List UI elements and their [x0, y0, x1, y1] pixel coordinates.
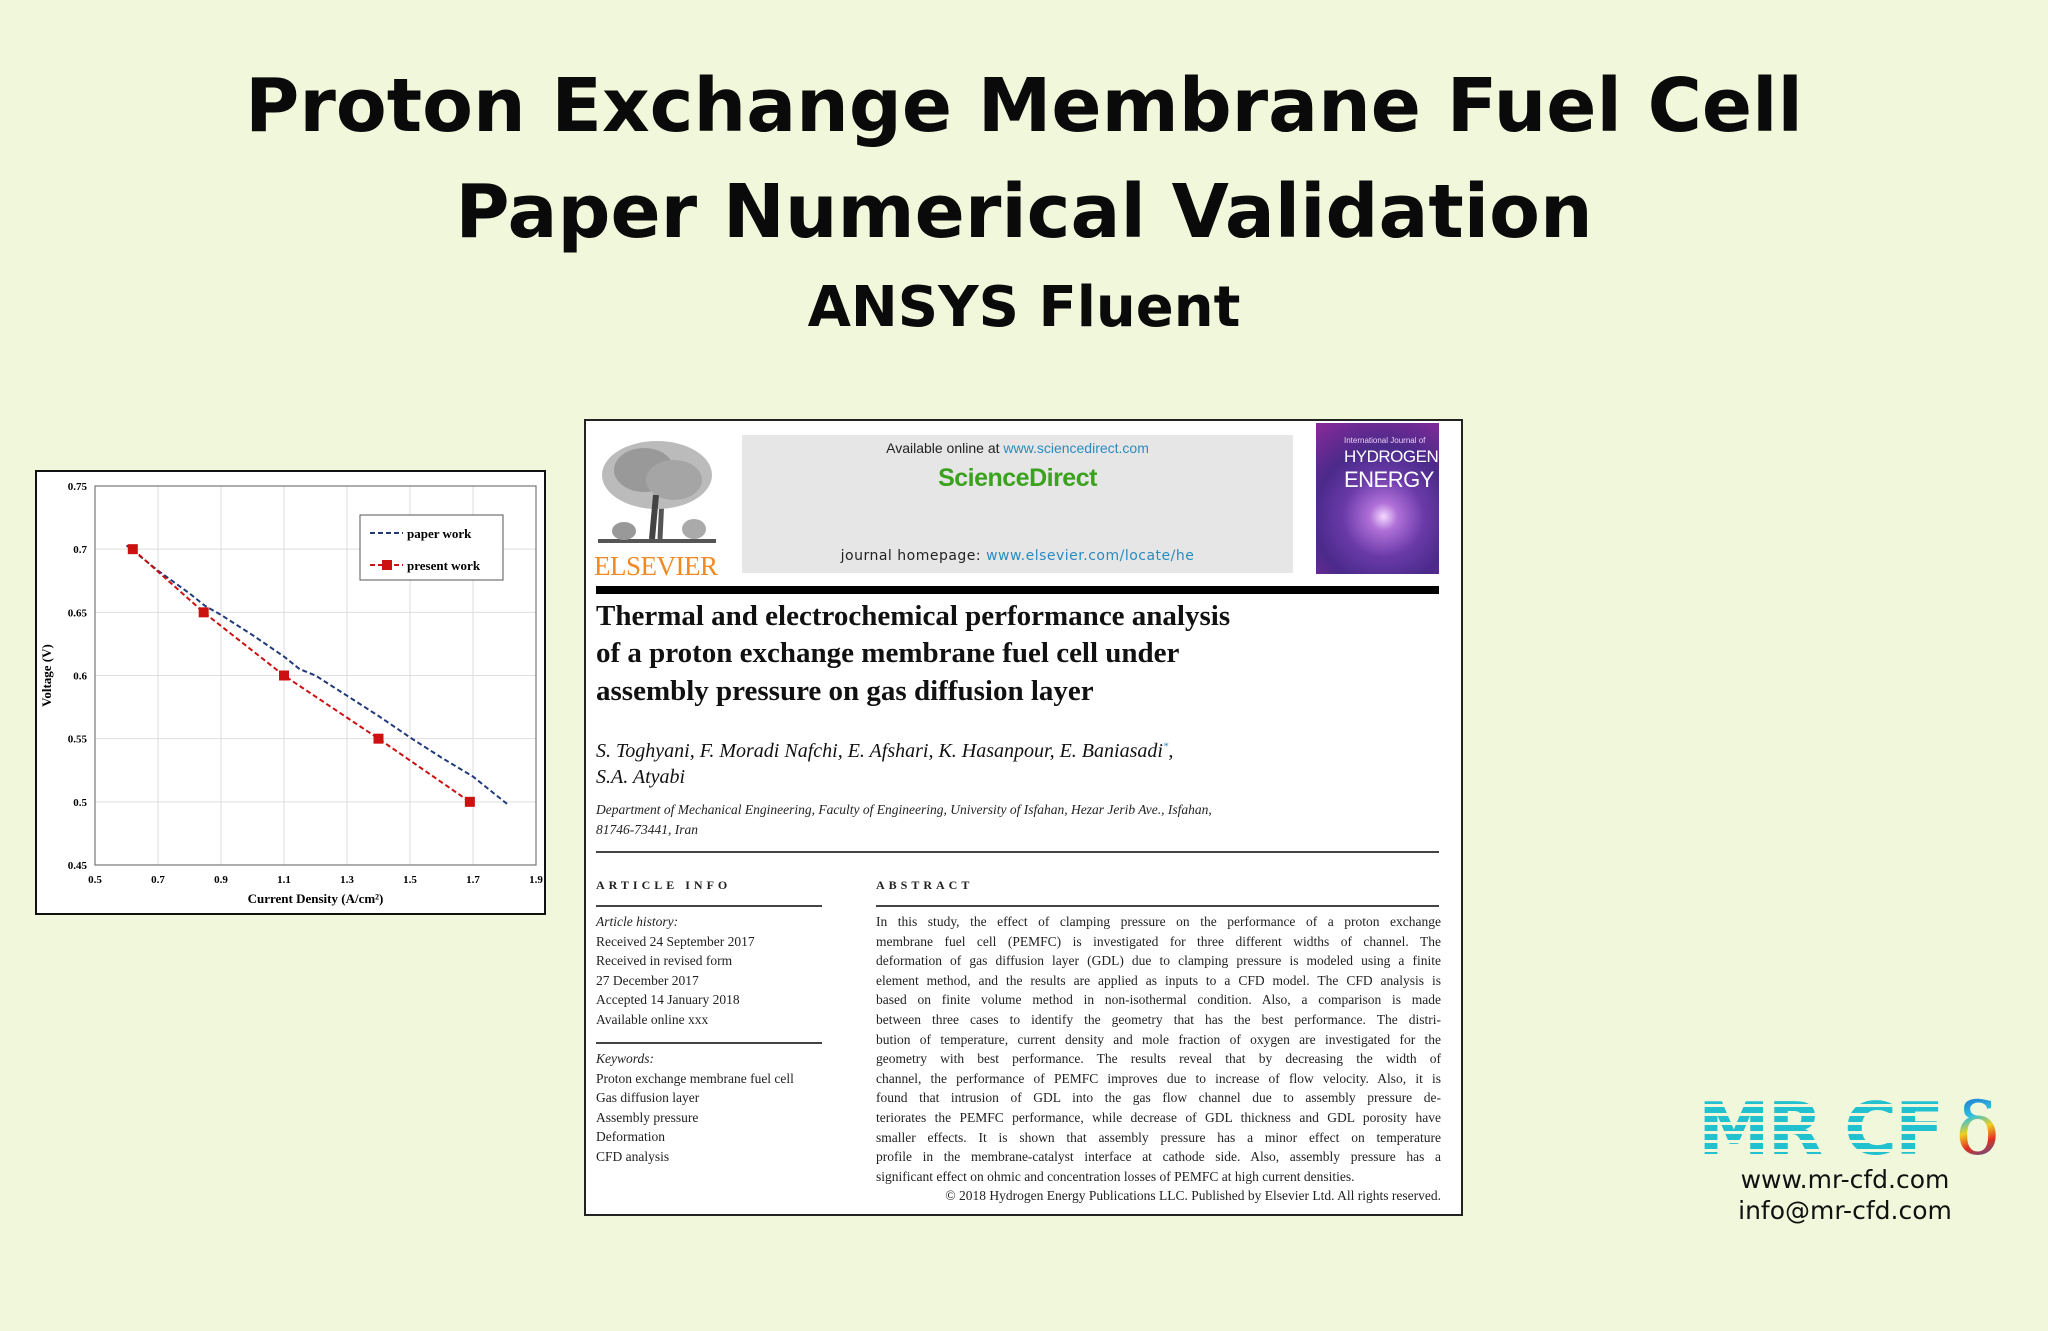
cover-journal-prefix: International Journal of	[1344, 436, 1426, 445]
journal-homepage-label: journal homepage:	[840, 548, 987, 564]
data-point-marker	[373, 733, 384, 744]
keyword-item: Assembly pressure	[596, 1109, 699, 1125]
chart-svg: 0.5 0.7 0.9 1.1 1.3 1.5 1.7 1.90.450.50.550.60.…	[39, 481, 543, 906]
abstract-line: membrane fuel cell (PEMFC) is investigat…	[876, 933, 1441, 949]
legend-label: paper work	[407, 526, 472, 541]
abstract-text: In this study, the effect of clamping pr…	[876, 912, 1441, 1206]
history-label: Article history:	[596, 914, 679, 929]
paper-title-line: Thermal and electrochemical performance …	[596, 600, 1231, 632]
plot-area	[94, 485, 537, 866]
cover-title-hydrogen: HYDROGEN	[1344, 447, 1439, 466]
abstract-line: significant effect on ohmic and concentr…	[876, 1168, 1355, 1184]
mr-cfd-logo: MR CF δ	[1698, 1087, 2008, 1171]
delta-icon: δ	[1956, 1087, 2000, 1171]
history-item: Available online xxx	[596, 1011, 709, 1027]
data-point-marker	[198, 607, 209, 618]
history-item: Received 24 September 2017	[596, 933, 755, 949]
divider	[876, 905, 1439, 907]
y-tick-label: 0.55	[68, 734, 88, 746]
article-history: Article history: Received 24 September 2…	[596, 912, 755, 1030]
abstract-heading: ABSTRACT	[876, 878, 974, 892]
data-point-marker	[127, 544, 138, 555]
y-tick-label: 0.5	[73, 797, 87, 809]
header-divider	[596, 586, 1439, 594]
elsevier-wordmark: ELSEVIER	[594, 551, 718, 581]
abstract-line: between three cases to identify the geom…	[876, 1011, 1441, 1027]
copyright-notice: © 2018 Hydrogen Energy Publications LLC.…	[945, 1188, 1441, 1204]
divider	[596, 1042, 822, 1044]
sciencedirect-logo: ScienceDirect	[938, 464, 1097, 492]
corresponding-author-mark[interactable]: *	[1162, 740, 1169, 753]
y-tick-label: 0.6	[73, 671, 87, 683]
affiliation-line: 81746-73441, Iran	[596, 822, 698, 837]
abstract-line: profile in the membrane-catalyst interfa…	[876, 1149, 1441, 1165]
email-link[interactable]: info@mr-cfd.com	[1738, 1196, 1952, 1225]
journal-cover: International Journal of HYDROGEN ENERGY	[1316, 423, 1439, 574]
divider	[596, 851, 1439, 853]
abstract-line: In this study, the effect of clamping pr…	[876, 914, 1441, 929]
keywords: Keywords: Proton exchange membrane fuel …	[596, 1049, 794, 1167]
available-online-label: Available online at	[886, 440, 1004, 456]
x-tick-label: 0.9	[214, 874, 228, 886]
x-tick-label: 1.9	[529, 874, 543, 886]
article-info-heading: ARTICLE INFO	[596, 878, 732, 892]
history-item: Accepted 14 January 2018	[596, 992, 740, 1008]
x-tick-label: 0.7	[151, 874, 165, 886]
y-tick-label: 0.75	[68, 481, 88, 493]
history-item: Received in revised form	[596, 953, 733, 969]
cover-title-energy: ENERGY	[1344, 467, 1434, 492]
keyword-item: Deformation	[596, 1129, 665, 1145]
history-item: 27 December 2017	[596, 972, 699, 988]
y-tick-label: 0.7	[73, 544, 87, 556]
y-tick-label: 0.65	[68, 607, 88, 619]
legend-label: present work	[407, 558, 481, 573]
sciencedirect-link[interactable]: www.sciencedirect.com	[1003, 440, 1149, 456]
validation-chart: 0.5 0.7 0.9 1.1 1.3 1.5 1.7 1.9 0.45 0.5 0.55 0.6 0.…	[35, 470, 546, 915]
software-label: ANSYS Fluent	[807, 275, 1241, 340]
website-link[interactable]: www.mr-cfd.com	[1740, 1165, 1950, 1194]
x-tick-label: 1.1	[277, 874, 291, 886]
legend-marker	[382, 560, 392, 570]
y-tick-label: 0.45	[68, 860, 88, 872]
subtitle: Paper Numerical Validation	[455, 169, 1593, 255]
x-axis-label: Current Density (A/cm²)	[248, 891, 384, 906]
authors-text: S. Toghyani, F. Moradi Nafchi, E. Afshar…	[596, 740, 1163, 762]
journal-homepage-link[interactable]: www.elsevier.com/locate/he	[986, 548, 1195, 564]
abstract-line: element method, and the results are appl…	[876, 972, 1441, 988]
keyword-item: CFD analysis	[596, 1148, 670, 1164]
x-tick-label: 1.7	[466, 874, 480, 886]
series-line-paper-work	[125, 544, 509, 806]
x-tick-label: 0.5	[88, 874, 102, 886]
authors-line-2: S.A. Atyabi	[596, 766, 686, 788]
abstract-line: teriorates the PEMFC performance, while …	[876, 1109, 1441, 1125]
data-point-marker	[279, 670, 289, 681]
keyword-item: Gas diffusion layer	[596, 1090, 700, 1106]
logo-wordmark: MR CF	[1698, 1087, 1944, 1171]
y-axis-label: Voltage (V)	[39, 644, 54, 707]
sciencedirect-banner: Available online at www.sciencedirect.co…	[742, 435, 1293, 573]
abstract-line: channel, the performance of PEMFC improv…	[876, 1070, 1441, 1086]
authors-line: S. Toghyani, F. Moradi Nafchi, E. Afshar…	[596, 740, 1174, 762]
abstract-line: smaller effects. It is shown that assemb…	[876, 1129, 1441, 1145]
paper-first-page: ELSEVIER Available online at www.science…	[584, 419, 1463, 1216]
paper-title-line: assembly pressure on gas diffusion layer	[596, 675, 1094, 707]
abstract-line: based on finite volume method in non-iso…	[876, 992, 1441, 1008]
data-point-marker	[464, 796, 475, 807]
main-title: Proton Exchange Membrane Fuel Cell	[245, 63, 1803, 149]
abstract-line: geometry with best performance. The resu…	[876, 1051, 1441, 1067]
affiliation-line: Department of Mechanical Engineering, Fa…	[596, 802, 1212, 817]
divider	[596, 905, 822, 907]
x-tick-label: 1.3	[340, 874, 354, 886]
series-line-present-work	[132, 548, 471, 803]
x-tick-label: 1.5	[403, 874, 417, 886]
keyword-item: Proton exchange membrane fuel cell	[596, 1070, 794, 1086]
abstract-line: bution of temperature, current density a…	[876, 1031, 1441, 1047]
abstract-line: found that intrusion of GDL into the gas…	[876, 1090, 1441, 1106]
elsevier-tree-logo	[598, 441, 716, 543]
keywords-label: Keywords:	[596, 1051, 654, 1066]
paper-title-line: of a proton exchange membrane fuel cell …	[596, 637, 1180, 669]
abstract-line: deformation of gas diffusion layer (GDL)…	[876, 953, 1441, 969]
